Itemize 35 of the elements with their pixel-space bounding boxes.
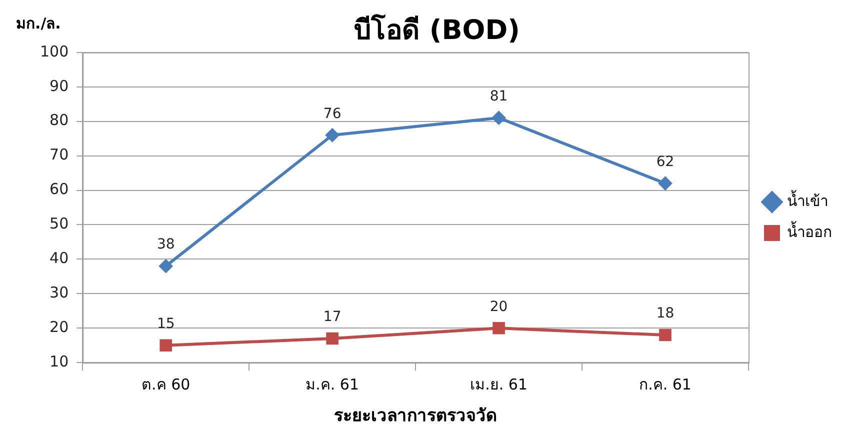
point [492,322,505,334]
data-label: 62 [656,154,674,170]
point [160,339,172,352]
data-label: 81 [490,88,508,105]
y-tick-label: 80 [50,111,69,130]
legend-label: น้ำเข้า [787,190,828,210]
y-tick-label: 70 [50,146,69,164]
data-label: 76 [323,106,342,122]
point [326,332,338,345]
x-axis-title: ระยะเวลาการตรวจวัด [334,406,498,426]
y-tick-label: 50 [50,214,69,233]
y-tick-label: 20 [50,318,69,336]
y-tick-label: 100 [40,42,69,60]
chart-title: บีโอดี (BOD) [354,13,520,46]
legend-label: น้ำออก [787,220,832,241]
data-label: 20 [490,298,508,315]
point [658,176,672,190]
data-label: 17 [323,309,342,326]
y-axis-title: มก./ล. [16,14,61,32]
data-label: 38 [156,236,175,253]
x-tick-label: เม.ย. 61 [470,375,528,394]
x-tick-label: ต.ค 60 [142,375,190,394]
x-tick-label: ม.ค. 61 [306,375,360,394]
y-tick-label: 90 [50,76,69,95]
y-tick-label: 10 [50,352,69,370]
point [325,128,340,142]
point [659,328,672,342]
data-label: 15 [156,316,175,332]
point [492,110,506,125]
y-tick-label: 40 [50,249,69,268]
y-tick-label: 60 [50,180,69,198]
y-tick-label: 30 [50,284,69,302]
data-label: 18 [656,306,674,322]
point [158,259,173,274]
x-tick-label: ก.ค. 61 [639,375,692,394]
